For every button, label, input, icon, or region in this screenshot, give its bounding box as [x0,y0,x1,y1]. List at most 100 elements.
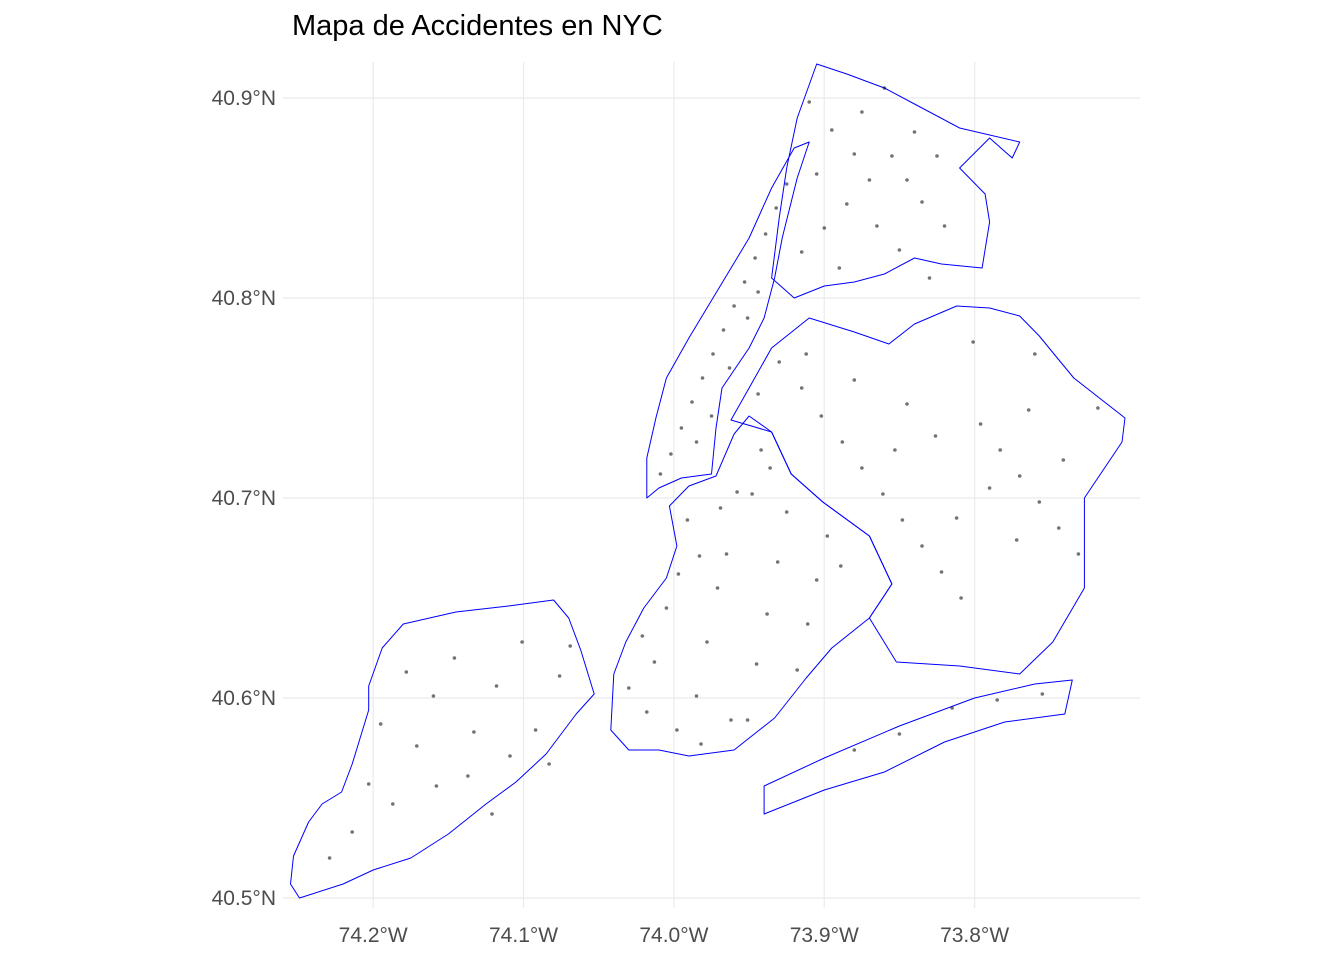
accident-point [804,352,808,356]
accident-point [845,202,849,206]
accident-point [852,152,857,156]
accident-point [658,472,663,476]
accident-point [954,516,959,520]
accident-point [775,560,780,564]
accident-point [568,644,572,648]
accident-point [759,448,763,452]
accident-point [490,812,494,816]
accident-point [533,728,538,732]
accident-point [784,510,789,514]
accident-point [1014,538,1019,542]
x-tick-label: 73.9°W [790,924,859,947]
accident-point [715,586,720,590]
x-tick-label: 73.8°W [940,924,1009,947]
accident-point [472,730,476,734]
accident-point [900,518,905,522]
accident-point [508,754,512,758]
accident-point [1040,692,1045,696]
accident-point [1076,552,1081,556]
accident-point [774,206,778,210]
accident-point [971,340,975,344]
accident-point [366,782,371,786]
chart-title: Mapa de Accidentes en NYC [292,10,663,42]
accident-point [1033,352,1037,356]
accident-point [768,466,772,470]
accident-point [822,226,827,230]
accident-point [664,606,669,610]
accident-point [998,448,1002,452]
accident-point [763,232,768,236]
accident-point [675,728,679,732]
accident-point [920,200,924,204]
accident-point [350,830,355,834]
accident-point [939,570,944,574]
accident-point [881,492,885,496]
accident-point [905,178,909,182]
accident-point [852,748,857,752]
accident-point [729,718,733,722]
accident-point [669,452,673,456]
accident-point [676,572,681,576]
accident-point [690,400,694,404]
accident-point [721,328,726,332]
accident-point [727,366,732,370]
accident-point [627,686,631,690]
accident-point [830,128,834,132]
accident-point [434,784,439,788]
accident-point [890,154,894,158]
accident-point [1057,526,1061,530]
accident-point [875,224,879,228]
accident-point [754,662,759,666]
accident-point [867,178,872,182]
y-tick-label: 40.7°N [212,487,276,510]
accident-point [912,130,917,134]
borough-outline-staten-island [290,599,595,899]
accident-point [897,732,902,736]
borough-outlines [290,63,1126,899]
accident-point [1037,500,1042,504]
accident-point [807,100,811,104]
accident-point [640,634,645,638]
borough-outline-queens [730,305,1126,675]
accident-point [920,544,924,548]
borough-outline-bronx [771,63,1021,299]
accident-point [950,706,954,710]
accident-point [837,266,842,270]
accident-point [814,172,819,176]
accident-point [1061,458,1066,462]
accident-point [404,670,409,674]
accident-point [735,490,739,494]
accident-point [1026,408,1031,412]
x-tick-label: 74.1°W [489,924,558,947]
y-tick-label: 40.6°N [212,687,276,710]
accident-point [745,718,750,722]
accident-point [694,440,699,444]
y-tick-label: 40.5°N [212,887,276,910]
x-tick-label: 74.2°W [339,924,408,947]
accident-point [732,304,736,308]
accident-point [784,182,789,186]
accident-point [711,352,715,356]
accident-point [452,656,457,660]
accident-point [327,856,332,860]
accident-point [724,552,729,556]
accident-point [745,316,750,320]
accident-point [777,360,781,364]
borough-outline-rockaway [763,679,1073,815]
y-axis-tick-labels: 40.5°N 40.6°N 40.7°N 40.8°N 40.9°N [212,87,276,910]
x-tick-label: 74.0°W [639,924,708,947]
accident-point [893,448,897,452]
accident-point [765,612,769,616]
y-tick-label: 40.8°N [212,287,276,310]
accident-points [327,86,1100,860]
accident-point [942,224,947,228]
accident-point [378,722,383,726]
accident-point [933,434,938,438]
accident-point [431,694,436,698]
accident-point [799,386,804,390]
accident-point [978,422,983,426]
accident-point [466,774,470,778]
accident-point [697,554,702,558]
accident-point [819,414,824,418]
